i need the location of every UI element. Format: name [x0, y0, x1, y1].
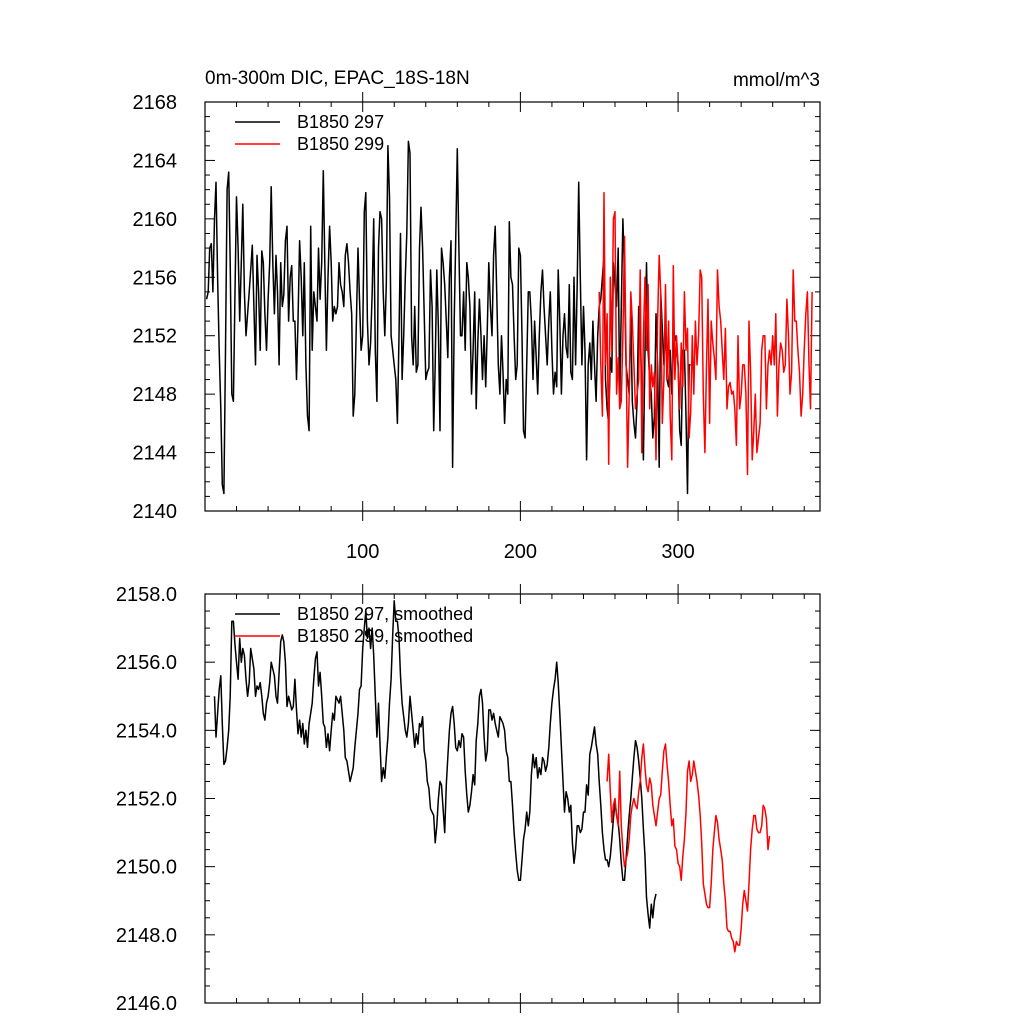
- chart-panel-top: 0m-300m DIC, EPAC_18S-18N mmol/m^3 2140 2…: [133, 68, 821, 563]
- chart-title: 0m-300m DIC, EPAC_18S-18N: [205, 68, 470, 89]
- series-line-2: [606, 743, 771, 953]
- x-tick-label: 300: [661, 541, 694, 563]
- y-tick-label: 2152.0: [116, 789, 177, 811]
- chart-panel-bottom: 2146.0 2148.0 2150.0 2152.0 2154.0 2156.0 2158…: [116, 584, 821, 1015]
- y-tick-label: 2160: [133, 209, 178, 231]
- y-tick-label: 2144: [133, 443, 178, 465]
- y-tick-label: 2156: [133, 267, 178, 289]
- y-tick-label: 2156.0: [116, 652, 177, 674]
- y-tick-label: 2150.0: [116, 857, 177, 879]
- series-line-2: [598, 191, 813, 476]
- legend-label-2: B1850 299, smoothed: [297, 626, 473, 646]
- y-tick-label: 2148: [133, 384, 178, 406]
- y-tick-label: 2158.0: [116, 584, 177, 606]
- legend-label-1: B1850 297: [297, 112, 384, 132]
- y-tick-label: 2164: [133, 150, 178, 172]
- x-tick-label: 100: [346, 541, 379, 563]
- series-line-1: [205, 140, 691, 495]
- y-tick-label: 2168: [133, 92, 178, 114]
- y-tick-label: 2152: [133, 326, 178, 348]
- y-tick-label: 2148.0: [116, 925, 177, 947]
- series-line-1: [213, 600, 657, 929]
- y-tick-label: 2140: [133, 501, 178, 523]
- legend-label-1: B1850 297, smoothed: [297, 604, 473, 624]
- y-tick-label: 2146.0: [116, 993, 177, 1015]
- y-tick-label: 2154.0: [116, 720, 177, 742]
- units-label: mmol/m^3: [733, 70, 820, 91]
- x-tick-label: 200: [504, 541, 537, 563]
- legend-label-2: B1850 299: [297, 134, 384, 154]
